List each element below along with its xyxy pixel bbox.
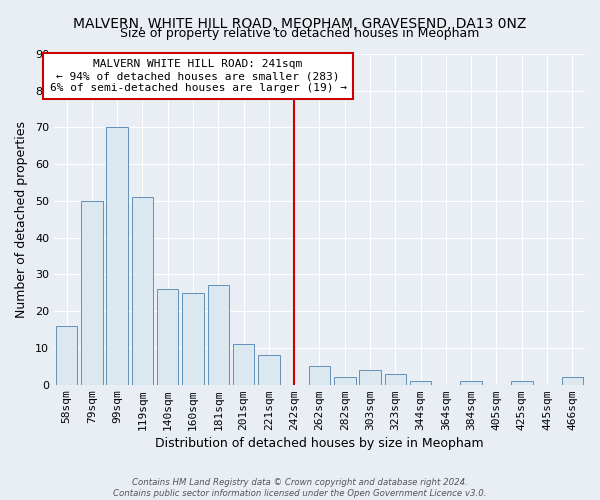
Bar xyxy=(208,286,229,384)
Bar xyxy=(562,378,583,384)
Bar xyxy=(182,293,204,384)
Bar xyxy=(131,198,153,384)
Text: MALVERN, WHITE HILL ROAD, MEOPHAM, GRAVESEND, DA13 0NZ: MALVERN, WHITE HILL ROAD, MEOPHAM, GRAVE… xyxy=(73,18,527,32)
Bar xyxy=(81,201,103,384)
Bar xyxy=(309,366,330,384)
Bar xyxy=(233,344,254,385)
Bar xyxy=(106,128,128,384)
Text: Size of property relative to detached houses in Meopham: Size of property relative to detached ho… xyxy=(121,28,479,40)
Bar xyxy=(385,374,406,384)
Bar xyxy=(157,289,178,384)
Bar xyxy=(258,356,280,384)
Text: Contains HM Land Registry data © Crown copyright and database right 2024.
Contai: Contains HM Land Registry data © Crown c… xyxy=(113,478,487,498)
Bar xyxy=(410,381,431,384)
Bar xyxy=(56,326,77,384)
Bar xyxy=(359,370,381,384)
X-axis label: Distribution of detached houses by size in Meopham: Distribution of detached houses by size … xyxy=(155,437,484,450)
Y-axis label: Number of detached properties: Number of detached properties xyxy=(15,121,28,318)
Bar xyxy=(511,381,533,384)
Text: MALVERN WHITE HILL ROAD: 241sqm
← 94% of detached houses are smaller (283)
6% of: MALVERN WHITE HILL ROAD: 241sqm ← 94% of… xyxy=(50,60,347,92)
Bar xyxy=(334,378,356,384)
Bar xyxy=(460,381,482,384)
